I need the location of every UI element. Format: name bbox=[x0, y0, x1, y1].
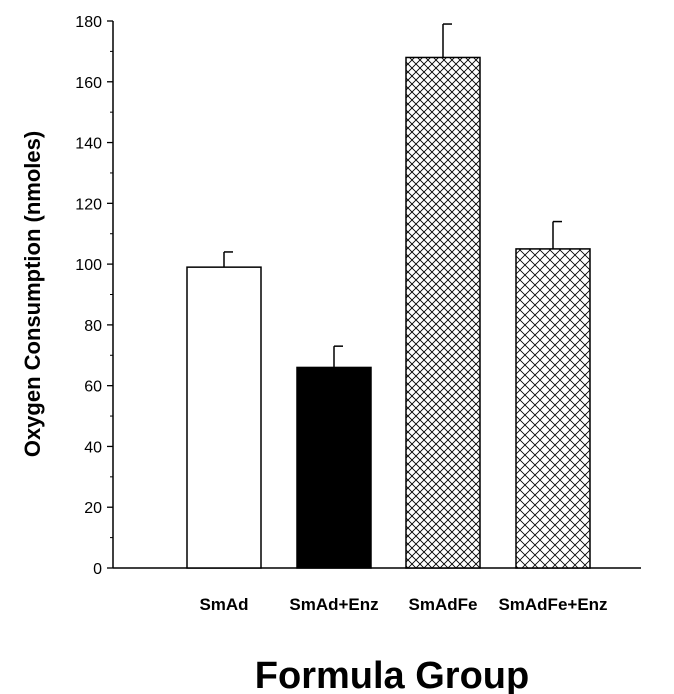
x-axis-title: Formula Group bbox=[255, 655, 529, 694]
x-labels: SmAd SmAd+Enz SmAdFe SmAdFe+Enz bbox=[199, 595, 607, 614]
y-tick-label: 0 bbox=[93, 561, 102, 578]
y-tick-label: 100 bbox=[75, 257, 102, 274]
x-category-label: SmAdFe bbox=[409, 595, 478, 614]
y-ticks: 0 20 40 60 80 100 120 140 160 180 bbox=[75, 14, 113, 578]
y-tick-label: 180 bbox=[75, 14, 102, 31]
y-tick-label: 80 bbox=[84, 318, 102, 335]
y-axis-title: Oxygen Consumption (nmoles) bbox=[20, 131, 45, 457]
y-tick-label: 140 bbox=[75, 136, 102, 153]
y-tick-label: 60 bbox=[84, 379, 102, 396]
x-category-label: SmAd bbox=[199, 595, 248, 614]
y-tick-label: 120 bbox=[75, 196, 102, 213]
bars bbox=[186, 23, 591, 569]
y-tick-label: 20 bbox=[84, 500, 102, 517]
y-tick-label: 40 bbox=[84, 439, 102, 456]
x-category-label: SmAdFe+Enz bbox=[498, 595, 607, 614]
x-category-label: SmAd+Enz bbox=[289, 595, 378, 614]
bar-smad bbox=[186, 266, 262, 569]
y-tick-label: 160 bbox=[75, 75, 102, 92]
bar-smadfe bbox=[405, 56, 481, 569]
bar-smadfe-enz bbox=[515, 248, 591, 569]
bar-smad-enz bbox=[296, 366, 372, 569]
